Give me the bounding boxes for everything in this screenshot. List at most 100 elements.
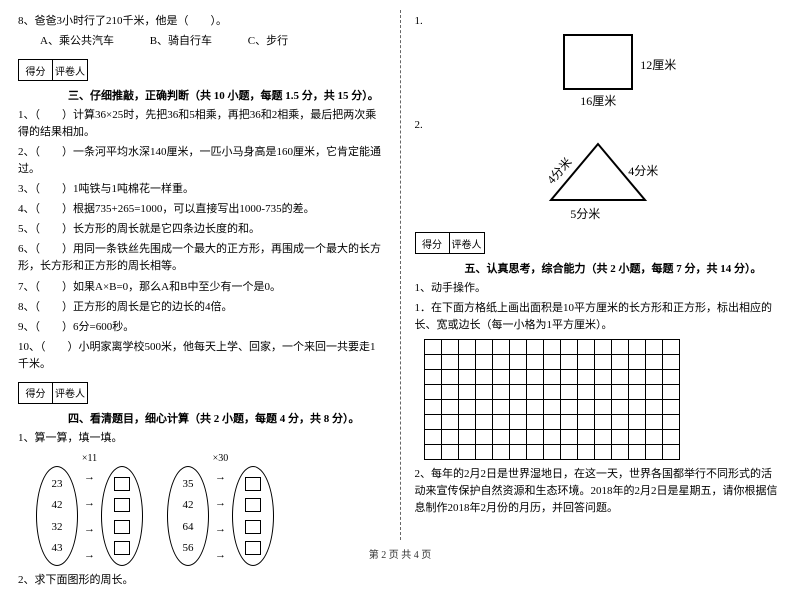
grid-cell [424,399,442,415]
grader-cell: 评卷人 [53,383,87,403]
grid-cell [424,384,442,400]
grid-cell [543,339,561,355]
grid-cell [611,399,629,415]
grid-cell [577,414,595,430]
answer-box [114,498,130,512]
grid-row [425,445,783,460]
grid-row [425,415,783,430]
judge-3: 3、（ ）1吨铁与1吨棉花一样重。 [18,181,386,198]
arrow-icon: → [84,523,95,535]
grid-cell [560,429,578,445]
grid-cell [594,444,612,460]
judge-4: 4、（ ）根据735+265=1000，可以直接写出1000-735的差。 [18,201,386,218]
grid-cell [662,339,680,355]
grid-cell [492,414,510,430]
grid-cell [424,369,442,385]
left-column: 8、爸爸3小时行了210千米，他是（ ）。 A、乘公共汽车 B、骑自行车 C、步… [18,10,401,540]
answer-box [245,498,261,512]
grid-cell [560,444,578,460]
grid-cell [594,369,612,385]
judge-1: 1、（ ）计算36×25时，先把36和5相乘，再把36和2相乘，最后把两次乘得的… [18,107,386,141]
q8-opt-a: A、乘公共汽车 [40,35,114,47]
grid-cell [662,399,680,415]
grid-row [425,430,783,445]
grid-cell [424,354,442,370]
grid-cell [662,444,680,460]
q5-2: 2、每年的2月2日是世界湿地日，在这一天，世界各国都举行不同形式的活动来宣传保护… [415,466,783,517]
q8-options: A、乘公共汽车 B、骑自行车 C、步行 [18,33,386,50]
grid-cell [509,429,527,445]
arrow-icon: → [84,497,95,509]
grid-cell [628,429,646,445]
grid-cell [492,369,510,385]
grid-cell [526,414,544,430]
right-column: 1. 12厘米 16厘米 2. 4分米 4分米 5分米 得分 评卷人 五、认真思… [401,10,783,540]
grid-row [425,370,783,385]
grid-cell [594,414,612,430]
grid-cell [577,369,595,385]
grid-cell [475,339,493,355]
score-box-4: 得分 评卷人 [18,382,88,404]
grid-cell [492,444,510,460]
grid-cell [628,444,646,460]
grid-cell [577,339,595,355]
grid-cell [441,354,459,370]
answer-box [245,520,261,534]
grid-cell [645,384,663,400]
grid-cell [543,384,561,400]
grid-cell [645,339,663,355]
grid-cell [475,429,493,445]
calc-title: 1、算一算，填一填。 [18,430,386,447]
grid-cell [611,369,629,385]
grid-cell [560,384,578,400]
grid-cell [509,384,527,400]
grid-cell [611,429,629,445]
grid-cell [611,339,629,355]
grid-cell [662,414,680,430]
grader-cell: 评卷人 [450,233,484,253]
grid-cell [492,429,510,445]
oval-num: 23 [52,478,63,490]
grid-cell [475,369,493,385]
answer-box [114,520,130,534]
grid-cell [458,399,476,415]
grid-cell [560,354,578,370]
grid-cell [509,414,527,430]
grid-cell [594,384,612,400]
section-4-title: 四、看清题目，细心计算（共 2 小题，每题 4 分，共 8 分）。 [68,410,386,426]
grid-cell [441,369,459,385]
grid-cell [645,399,663,415]
judge-10: 10、（ ）小明家离学校500米，他每天上学、回家，一个来回一共要走1千米。 [18,339,386,373]
grid-cell [560,339,578,355]
grid-cell [424,429,442,445]
grid-cell [577,354,595,370]
answer-box [245,477,261,491]
grid-cell [628,384,646,400]
rectangle-figure: 12厘米 16厘米 [508,34,688,109]
grid-row [425,340,783,355]
grid-cell [475,444,493,460]
score-cell: 得分 [416,233,450,253]
arrow-icon: → [215,497,226,509]
shape-1-num: 1. [415,13,783,30]
grid-cell [441,444,459,460]
grid-cell [611,354,629,370]
grid-cell [526,399,544,415]
oval-num: 64 [183,521,194,533]
grid-cell [543,354,561,370]
grid-cell [509,444,527,460]
grid-cell [509,354,527,370]
grid-cell [475,384,493,400]
grid-cell [594,354,612,370]
grid-cell [424,414,442,430]
grid-cell [594,399,612,415]
judge-8: 8、（ ）正方形的周长是它的边长的4倍。 [18,299,386,316]
rectangle-icon [563,34,633,90]
answer-grid [425,340,783,460]
grid-cell [662,354,680,370]
grid-cell [662,369,680,385]
grid-cell [424,444,442,460]
grid-cell [645,354,663,370]
grid-cell [441,339,459,355]
grid-cell [441,399,459,415]
